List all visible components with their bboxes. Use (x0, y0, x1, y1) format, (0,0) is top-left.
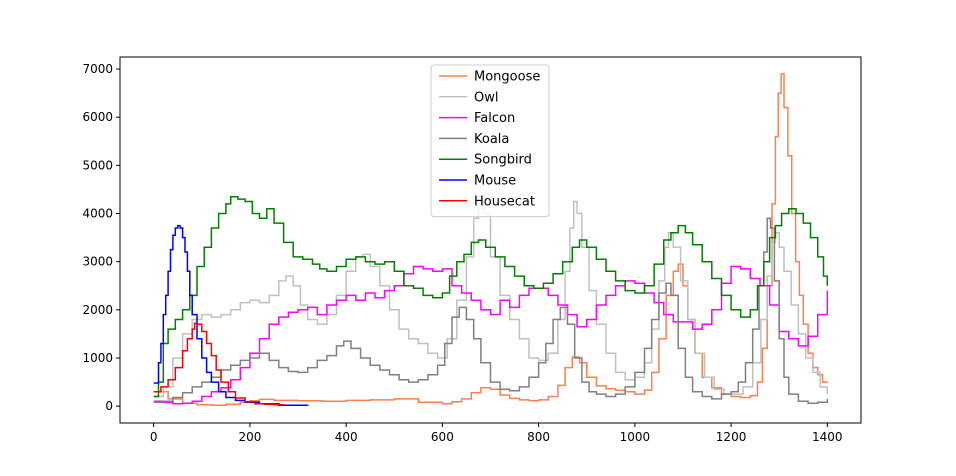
y-tick-label: 3000 (82, 255, 113, 269)
legend: Mongoose Owl Falcon Koala Songbird Mouse House… (430, 64, 550, 218)
x-tick-label: 800 (527, 430, 550, 444)
legend-label-mouse: Mouse (474, 174, 516, 189)
x-axis-ticks: 0 200 400 600 800 1000 1200 1400 (150, 423, 843, 444)
legend-label-songbird: Songbird (474, 153, 532, 168)
x-tick-label: 0 (150, 430, 158, 444)
y-tick-label: 7000 (82, 62, 113, 76)
legend-label-koala: Koala (474, 132, 509, 147)
y-tick-label: 0 (105, 399, 113, 413)
legend-label-mongoose: Mongoose (474, 70, 540, 85)
legend-label-housecat: Housecat (474, 194, 535, 209)
series-line-owl (153, 195, 829, 398)
y-tick-label: 4000 (82, 207, 113, 221)
axes-frame (119, 56, 862, 424)
y-tick-label: 2000 (82, 303, 113, 317)
x-tick-label: 1000 (620, 430, 651, 444)
x-tick-label: 600 (431, 430, 454, 444)
y-tick-label: 5000 (82, 158, 113, 172)
x-tick-label: 400 (335, 430, 358, 444)
series-line-songbird (153, 195, 829, 398)
x-tick-label: 1400 (812, 430, 843, 444)
plot-lines (153, 73, 829, 406)
x-tick-label: 1200 (716, 430, 747, 444)
legend-label-owl: Owl (474, 90, 498, 105)
series-line-mongoose (153, 73, 829, 406)
series-line-housecat (153, 322, 285, 406)
y-axis-ticks: 0 1000 2000 3000 4000 5000 6000 7000 (82, 62, 120, 413)
legend-box (430, 64, 550, 218)
y-tick-label: 6000 (82, 110, 113, 124)
series-line-falcon (153, 265, 829, 405)
series-line-koala (153, 217, 829, 405)
legend-label-falcon: Falcon (474, 111, 515, 126)
x-tick-label: 200 (238, 430, 261, 444)
y-tick-label: 1000 (82, 351, 113, 365)
